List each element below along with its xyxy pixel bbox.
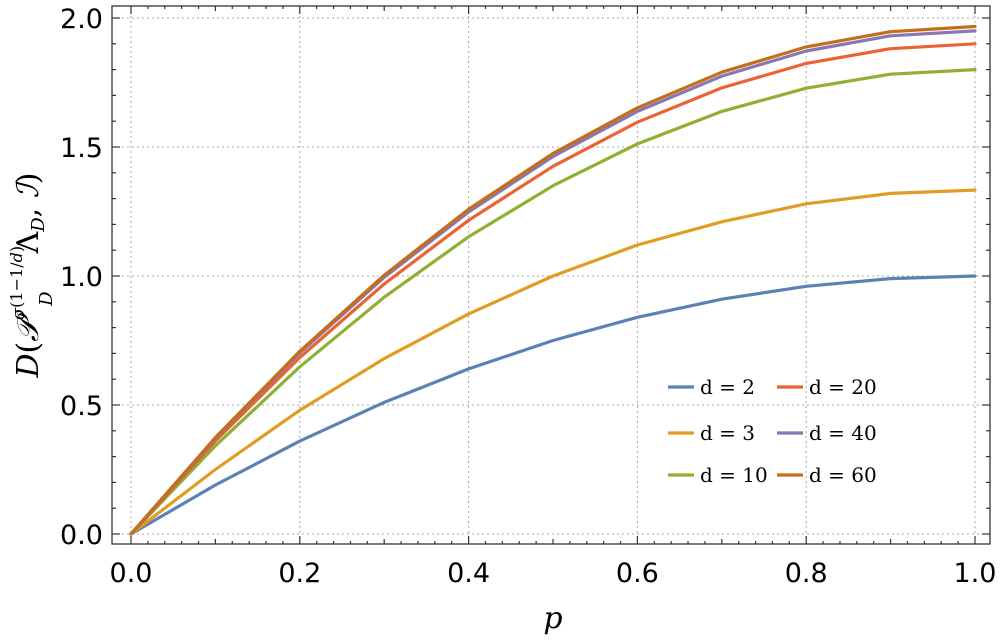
legend-label: d = 3	[700, 421, 755, 445]
legend-label: d = 20	[809, 375, 877, 399]
legend-label: d = 2	[700, 375, 755, 399]
svg-text:D(𝒫σ(1−1/d)DΛD, ℐ): D(𝒫σ(1−1/d)DΛD, ℐ)	[7, 172, 57, 378]
x-tick-label: 0.8	[785, 558, 828, 589]
y-axis-label: D(𝒫σ(1−1/d)DΛD, ℐ)	[7, 172, 57, 378]
series-line	[129, 42, 977, 536]
y-tick-label: 1.5	[60, 133, 103, 164]
y-tick-label: 1.0	[60, 262, 103, 293]
legend-label: d = 40	[809, 421, 877, 445]
y-tick-label: 0.5	[60, 391, 103, 422]
plot-frame	[111, 5, 991, 545]
x-axis-label: p	[543, 601, 562, 636]
y-tick-label: 0.0	[60, 520, 103, 551]
legend-label: d = 10	[700, 463, 768, 487]
series-line	[129, 274, 977, 536]
tick-labels: 0.0 0.2 0.4 0.6 0.8 1.0 0.0 0.5 1.0 1.5 2.0	[60, 4, 996, 589]
x-tick-label: 0.4	[447, 558, 490, 589]
x-tick-label: 0.0	[110, 558, 153, 589]
y-tick-label: 2.0	[60, 4, 103, 35]
series-line	[129, 24, 977, 536]
x-tick-label: 0.6	[616, 558, 659, 589]
x-tick-label: 1.0	[954, 558, 997, 589]
legend: d = 2 d = 3 d = 10 d = 20 d = 40 d = 60	[668, 375, 877, 487]
legend-label: d = 60	[809, 463, 877, 487]
series-line	[129, 67, 977, 536]
axis-ticks	[112, 6, 990, 544]
series-group	[129, 24, 977, 536]
series-line	[129, 188, 977, 536]
x-tick-label: 0.2	[278, 558, 321, 589]
